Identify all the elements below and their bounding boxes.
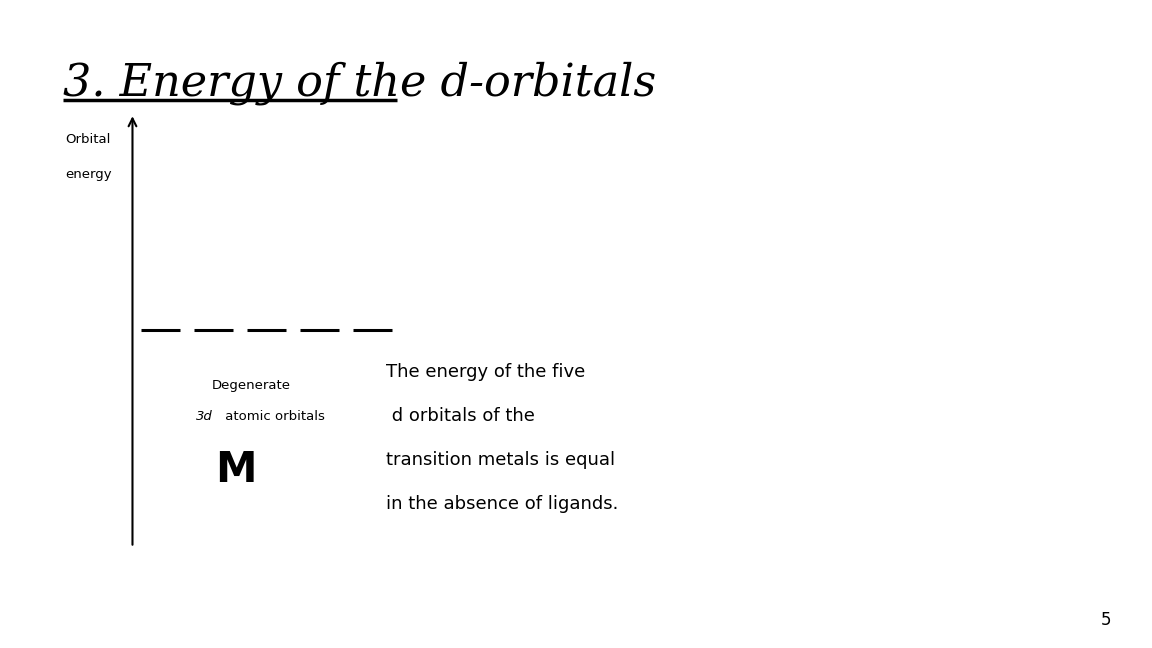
Text: energy: energy bbox=[66, 168, 112, 181]
Text: M: M bbox=[215, 449, 257, 491]
Text: d orbitals of the: d orbitals of the bbox=[386, 407, 535, 425]
Text: Degenerate: Degenerate bbox=[212, 379, 290, 392]
Text: The energy of the five: The energy of the five bbox=[386, 363, 585, 381]
Text: transition metals is equal: transition metals is equal bbox=[386, 451, 615, 469]
Text: 5: 5 bbox=[1101, 610, 1112, 629]
Text: 3. Energy of the d-orbitals: 3. Energy of the d-orbitals bbox=[63, 62, 657, 105]
Text: atomic orbitals: atomic orbitals bbox=[221, 410, 325, 422]
Text: Orbital: Orbital bbox=[66, 133, 111, 146]
Text: in the absence of ligands.: in the absence of ligands. bbox=[386, 495, 619, 513]
Text: 3d: 3d bbox=[196, 410, 213, 422]
